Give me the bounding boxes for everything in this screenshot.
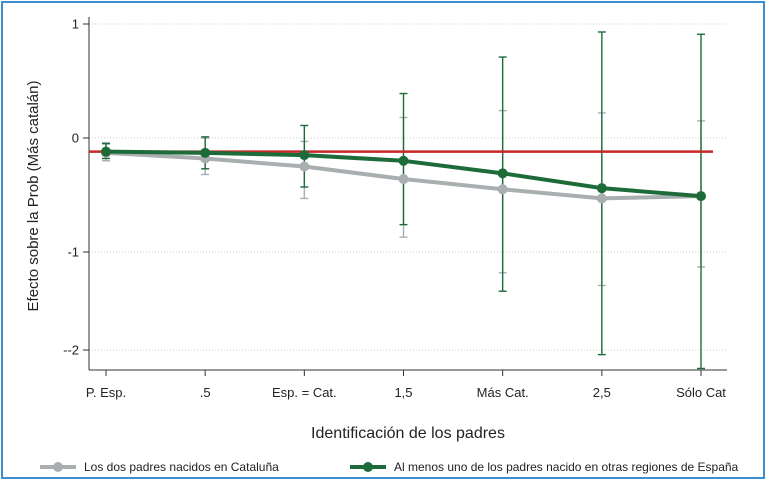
data-point-0-5: [596, 193, 607, 204]
x-tick-label-4: Más Cat.: [477, 385, 529, 400]
x-axis-title: Identificación de los padres: [311, 425, 505, 442]
legend-swatch-marker-0: [53, 462, 63, 472]
legend-label-0: Los dos padres nacidos en Cataluña: [84, 460, 279, 474]
y-tick-label-1: 0: [72, 131, 79, 146]
x-tick-label-3: 1,5: [394, 385, 412, 400]
data-point-0-4: [497, 184, 508, 195]
data-point-1-4: [497, 168, 508, 179]
x-tick-label-6: Sólo Cat: [676, 385, 726, 400]
x-tick-label-1: .5: [200, 385, 211, 400]
data-point-1-6: [696, 191, 706, 202]
x-tick-label-2: Esp. = Cat.: [272, 385, 337, 400]
x-tick-label-5: 2,5: [593, 385, 611, 400]
data-point-0-3: [398, 174, 409, 185]
legend-swatch-marker-1: [363, 462, 373, 472]
y-tick-label-0: 1: [72, 17, 79, 32]
data-point-1-5: [596, 183, 607, 194]
y-tick-label-3: --2: [63, 343, 79, 358]
y-tick-label-2: -1: [67, 245, 79, 260]
x-tick-label-0: P. Esp.: [86, 385, 126, 400]
data-point-0-2: [299, 161, 310, 172]
data-point-1-2: [299, 150, 310, 161]
y-axis-title: Efecto sobre la Prob (Más catalán): [25, 81, 42, 312]
data-point-1-1: [200, 147, 211, 158]
data-point-1-0: [101, 146, 111, 157]
data-point-1-3: [398, 155, 409, 166]
legend-label-1: Al menos uno de los padres nacido en otr…: [394, 460, 739, 474]
